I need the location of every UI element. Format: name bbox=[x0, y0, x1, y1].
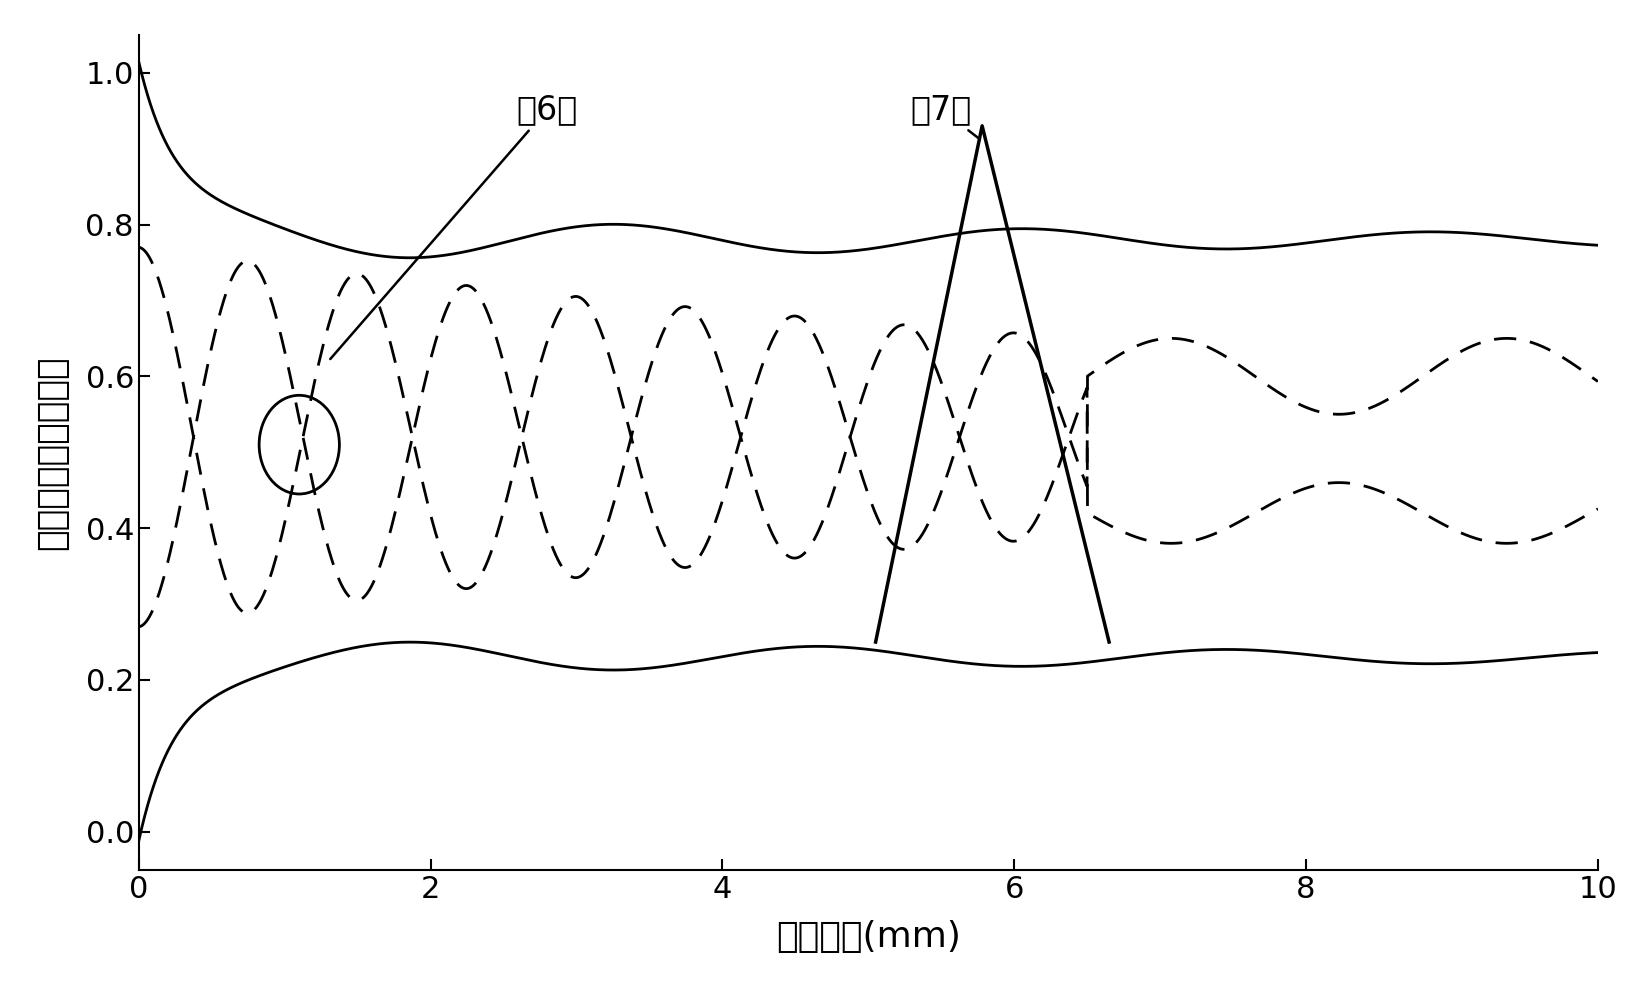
Y-axis label: 能量传输（归一化）: 能量传输（归一化） bbox=[35, 355, 69, 550]
X-axis label: 传播距离(mm): 传播距离(mm) bbox=[776, 921, 961, 954]
Text: （7）: （7） bbox=[910, 93, 980, 139]
Text: （6）: （6） bbox=[330, 93, 578, 359]
